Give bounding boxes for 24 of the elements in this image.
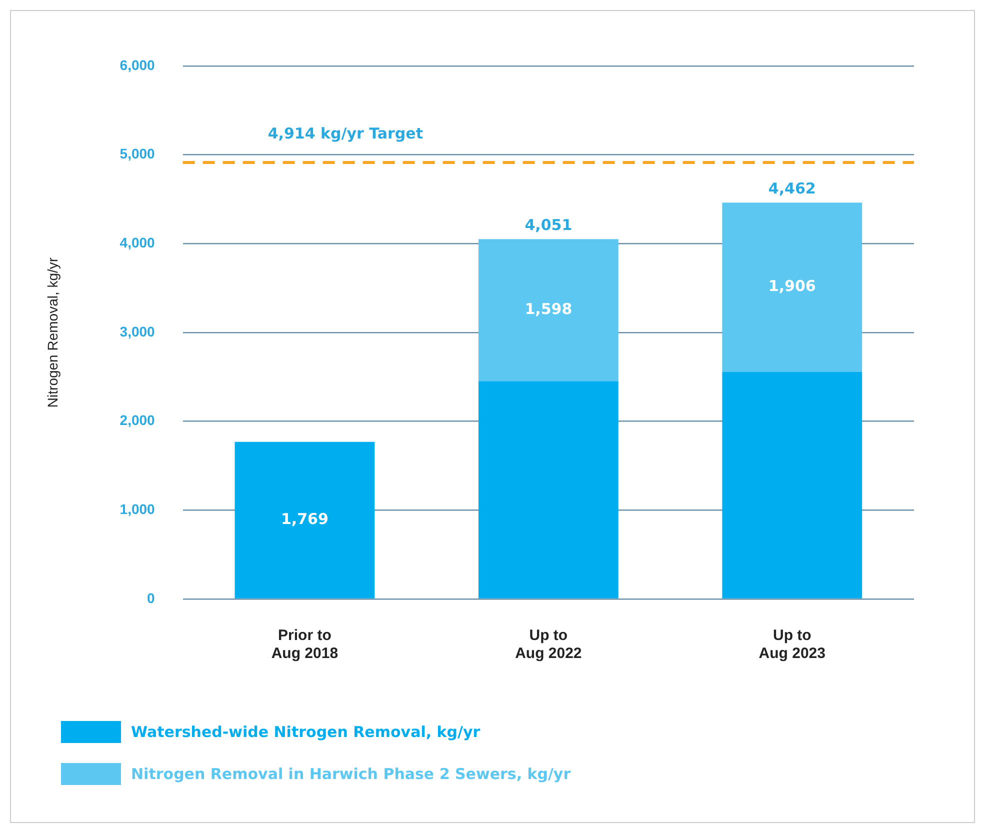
y-tick-label: 3,000 bbox=[120, 323, 156, 340]
total-label: 4,051 bbox=[524, 216, 572, 234]
y-tick-label: 2,000 bbox=[120, 412, 156, 428]
total-label: 4,462 bbox=[768, 180, 816, 198]
y-tick-label: 6,000 bbox=[120, 56, 156, 73]
bar bbox=[478, 239, 618, 382]
x-tick-label: Up to Aug 2023 bbox=[758, 627, 826, 662]
bar bbox=[722, 372, 862, 598]
bar bbox=[722, 202, 862, 372]
y-tick-label: 1,000 bbox=[120, 501, 156, 518]
bar bbox=[234, 442, 375, 598]
legend-label: Nitrogen Removal in Harwich Phase 2 Sewers, kg/yr bbox=[131, 765, 571, 783]
data-label: 1,769 bbox=[280, 510, 328, 528]
data-label: 1,598 bbox=[524, 300, 572, 318]
x-tick-label: Prior to Aug 2018 bbox=[271, 627, 338, 662]
legend-label: Watershed-wide Nitrogen Removal, kg/yr bbox=[131, 723, 480, 741]
x-tick-label: Up to Aug 2022 bbox=[515, 627, 582, 662]
data-label: 1,906 bbox=[768, 277, 816, 296]
ref-line-label: 4,914 kg/yr Target bbox=[268, 124, 423, 142]
bar bbox=[478, 381, 618, 598]
y-tick-label: 0 bbox=[147, 590, 156, 606]
y-tick-label: 5,000 bbox=[120, 146, 156, 162]
y-tick-label: 4,000 bbox=[120, 234, 156, 251]
y-axis-title: Nitrogen Removal, kg/yr bbox=[44, 257, 60, 408]
